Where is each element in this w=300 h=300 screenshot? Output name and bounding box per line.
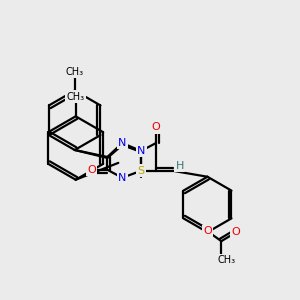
- Text: CH₃: CH₃: [66, 67, 84, 77]
- Text: O: O: [203, 226, 212, 236]
- Text: N: N: [137, 146, 145, 156]
- Text: O: O: [152, 122, 160, 132]
- Text: CH₃: CH₃: [217, 255, 235, 265]
- Text: S: S: [137, 166, 145, 176]
- Text: N: N: [118, 173, 126, 183]
- Text: O: O: [87, 165, 96, 175]
- Text: H: H: [176, 161, 184, 171]
- Text: O: O: [232, 227, 241, 237]
- Text: CH₃: CH₃: [66, 67, 84, 77]
- Text: N: N: [118, 138, 126, 148]
- Text: CH₃: CH₃: [67, 92, 85, 101]
